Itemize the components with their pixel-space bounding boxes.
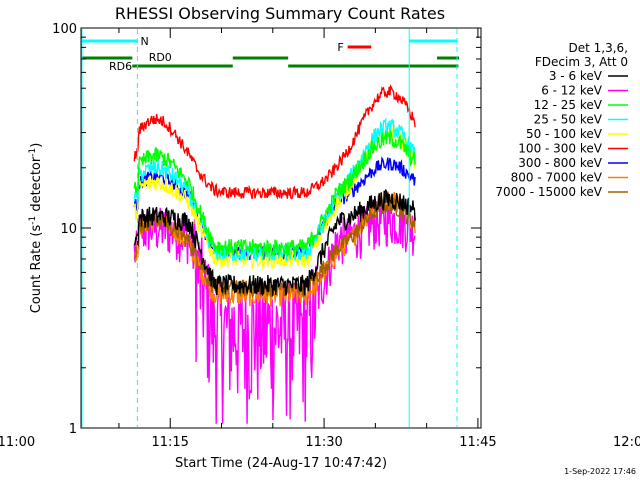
series-line [133, 189, 416, 296]
y-axis-label: Count Rate (s-1 detector-1) [28, 143, 44, 314]
x-tick-label: 11:45 [459, 435, 496, 450]
flag-label-f: F [337, 41, 343, 54]
legend-header-line-1: Det 1,3,6, [569, 41, 629, 55]
y-tick-label: 100 [52, 22, 77, 37]
x-tick-label: 11:00 [0, 435, 35, 450]
legend-header-line-2: FDecim 3, Att 0 [535, 55, 628, 69]
y-axis: 1 10 100 [52, 22, 481, 437]
series-line [133, 83, 416, 200]
legend-entry-label: 300 - 800 keV [518, 156, 602, 170]
flag-label-rd6: RD6 [109, 60, 132, 73]
legend-entry-label: 800 - 7000 keV [511, 171, 603, 185]
y-tick-label: 1 [69, 422, 77, 437]
legend-entry-label: 50 - 100 keV [526, 127, 603, 141]
legend-entry-label: 7000 - 15000 keV [495, 185, 602, 199]
x-tick-label: 12:00 [613, 435, 640, 450]
legend-entry-label: 25 - 50 keV [534, 113, 603, 127]
x-axis-label: Start Time (24-Aug-17 10:47:42) [175, 456, 387, 471]
legend-entry-label: 6 - 12 keV [541, 84, 603, 98]
x-tick-label: 11:30 [305, 435, 342, 450]
legend-entry-label: 100 - 300 keV [518, 142, 602, 156]
flag-label-rd0: RD0 [149, 51, 172, 64]
timestamp: 1-Sep-2022 17:46 [564, 467, 636, 476]
flag-label-n: N [140, 35, 148, 48]
series-line [133, 191, 416, 307]
chart-title: RHESSI Observing Summary Count Rates [115, 4, 445, 23]
y-tick-label: 10 [60, 222, 77, 237]
series-layer [133, 83, 416, 424]
legend-entry-label: 3 - 6 keV [549, 69, 603, 83]
series-line [133, 130, 416, 258]
x-tick-label: 11:15 [151, 435, 188, 450]
legend-entry-label: 12 - 25 keV [534, 98, 603, 112]
